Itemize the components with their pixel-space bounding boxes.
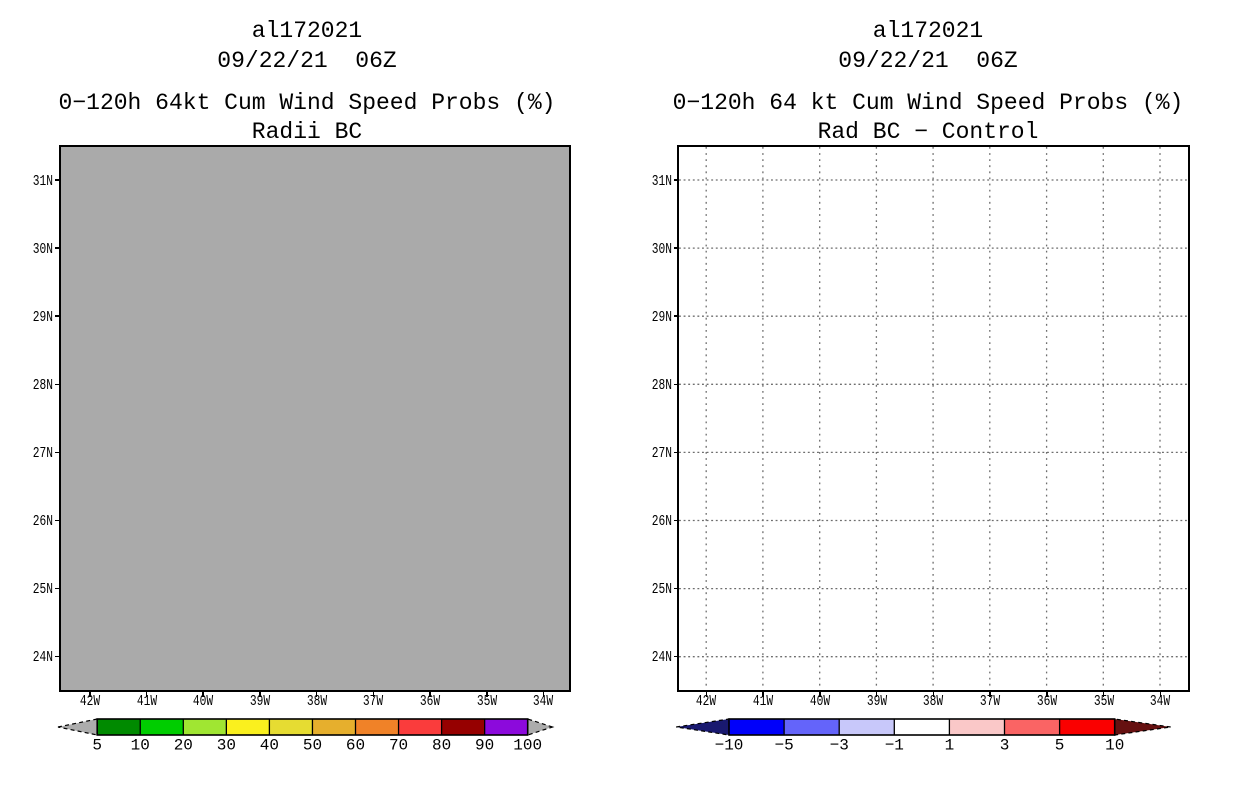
svg-text:90: 90 — [475, 737, 494, 755]
svg-text:5: 5 — [92, 737, 102, 755]
svg-text:1: 1 — [945, 737, 955, 755]
svg-text:3: 3 — [1000, 737, 1010, 755]
svg-text:10: 10 — [1105, 737, 1124, 755]
svg-text:50: 50 — [303, 737, 322, 755]
svg-text:40: 40 — [260, 737, 279, 755]
svg-text:5: 5 — [1055, 737, 1065, 755]
svg-text:−10: −10 — [715, 737, 744, 755]
svg-text:70: 70 — [389, 737, 408, 755]
svg-text:100: 100 — [513, 737, 542, 755]
svg-text:10: 10 — [131, 737, 150, 755]
svg-text:60: 60 — [346, 737, 365, 755]
svg-text:−3: −3 — [830, 737, 849, 755]
svg-text:20: 20 — [174, 737, 193, 755]
svg-text:80: 80 — [432, 737, 451, 755]
svg-text:30: 30 — [217, 737, 236, 755]
svg-text:−1: −1 — [885, 737, 904, 755]
svg-text:−5: −5 — [774, 737, 793, 755]
